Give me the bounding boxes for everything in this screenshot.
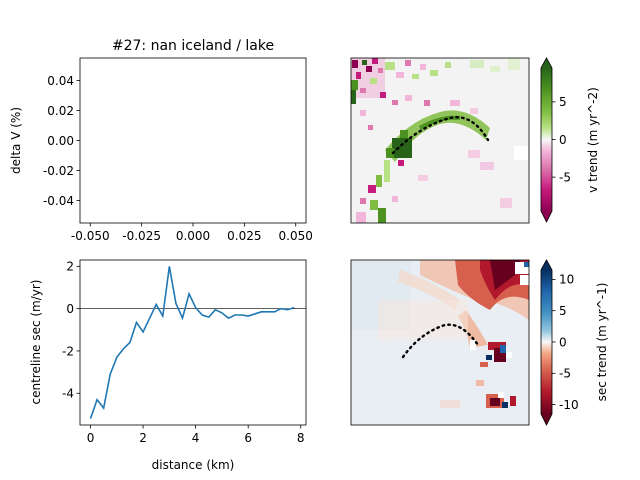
y-tick-label: 0.00	[47, 134, 74, 148]
colorbar-tick-label: 0	[559, 335, 567, 349]
y-tick-label: 0.04	[47, 74, 74, 88]
colorbar-tick-label: 0	[559, 133, 567, 147]
x-tick-label: 0.050	[279, 229, 313, 243]
plot-area	[79, 259, 307, 426]
colorbar-ticks: 10 5 0 -5 -10	[552, 273, 579, 412]
x-tick-label: -0.050	[71, 229, 110, 243]
series-points	[90, 266, 295, 419]
y-tick-label: -0.02	[43, 164, 74, 178]
x-axis-label: distance (km)	[152, 458, 235, 472]
colorbar-sec-trend: 10 5 0 -5 -10 sec trend (m yr^-1)	[540, 259, 609, 426]
colorbar-tick-label: -5	[559, 367, 571, 381]
centreline-overlay	[391, 116, 490, 155]
y-tick-label: 0.02	[47, 104, 74, 118]
x-tick-label: -0.025	[122, 229, 161, 243]
y-tick-label: 0	[66, 302, 74, 316]
y-axis-label: centreline sec (m/yr)	[29, 280, 43, 405]
map-frame	[350, 57, 530, 224]
colorbar-label: v trend (m yr^-2)	[586, 87, 600, 193]
axis-ticks: 0 2 4 6 8 2 0 -2 -4	[62, 260, 305, 445]
colorbar-tick-label: 5	[559, 95, 567, 109]
colorbar-tick-label: 10	[559, 273, 574, 287]
x-tick-label: 0.000	[176, 229, 210, 243]
v-trend-heatmap	[351, 58, 529, 223]
x-tick-label: 0.025	[227, 229, 261, 243]
x-tick-label: 0	[87, 431, 95, 445]
colorbar-tick-label: -5	[559, 170, 571, 184]
colorbar-tick-label: 5	[559, 304, 567, 318]
x-tick-label: 4	[192, 431, 200, 445]
centreline-overlay	[401, 323, 480, 359]
y-tick-label: -4	[62, 387, 74, 401]
sec-trend-heatmap	[351, 260, 529, 425]
colorbar-v-trend: 5 0 -5 v trend (m yr^-2)	[540, 57, 600, 223]
y-tick-label: -0.04	[43, 194, 74, 208]
plot-area	[79, 57, 307, 224]
colorbar-label: sec trend (m yr^-1)	[595, 283, 609, 402]
axis-ticks: -0.050 -0.025 0.000 0.025 0.050 0.04 0.02 0.00 -…	[43, 74, 313, 243]
panel-title: #27: nan iceland / lake	[112, 38, 274, 54]
y-tick-label: 2	[66, 260, 74, 274]
x-tick-label: 8	[297, 431, 305, 445]
colorbar-ticks: 5 0 -5	[552, 95, 571, 184]
panel-v-trend-map	[350, 57, 530, 224]
y-axis-label: delta V (%)	[9, 107, 23, 174]
x-tick-label: 6	[244, 431, 252, 445]
y-tick-label: -2	[62, 344, 74, 358]
colorbar-tick-label: -10	[559, 398, 579, 412]
x-tick-label: 2	[139, 431, 147, 445]
series-line	[89, 266, 295, 419]
panel-centreline-sec: 0 2 4 6 8 2 0 -2 -4 distance (km) centreline sec…	[29, 259, 307, 472]
panel-sec-trend-map	[350, 259, 530, 426]
panel-delta-v: #27: nan iceland / lake -0.050 -0.025 0.00…	[9, 38, 313, 243]
map-frame	[350, 259, 530, 426]
